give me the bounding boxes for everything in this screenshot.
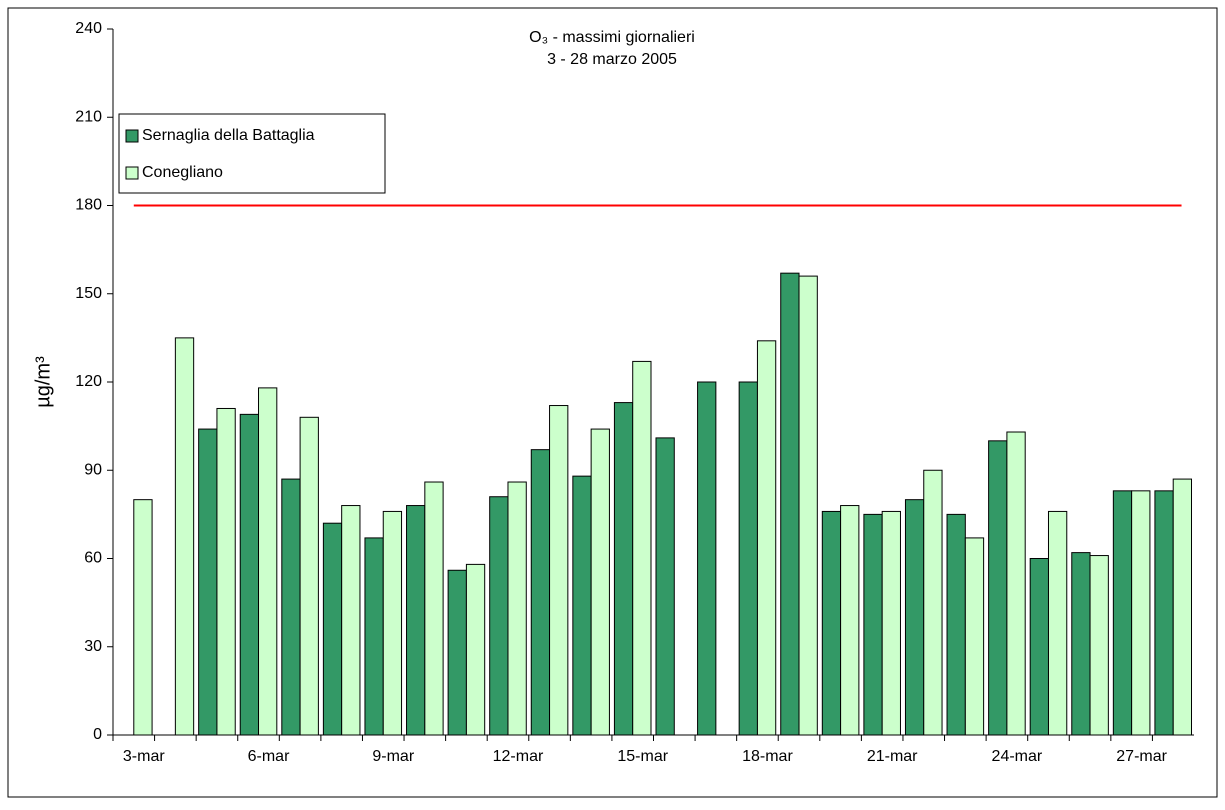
bar [1089, 555, 1109, 736]
bar [507, 481, 527, 736]
x-tick-label: 3-mar [123, 748, 165, 765]
bar [364, 537, 384, 736]
y-axis-label: µg/m³ [32, 356, 54, 408]
bar [863, 513, 883, 736]
bar [1006, 431, 1026, 736]
y-tick-label: 240 [75, 20, 102, 37]
legend-label: Sernaglia della Battaglia [142, 127, 315, 144]
bar [1029, 558, 1049, 736]
bar [1131, 490, 1151, 736]
bar [341, 505, 361, 736]
bar [299, 416, 319, 736]
y-tick-label: 0 [93, 726, 102, 743]
bar [216, 407, 236, 736]
bar [322, 522, 343, 736]
bar [549, 405, 569, 736]
bar [447, 569, 467, 736]
bar [798, 275, 818, 736]
bar [988, 440, 1008, 736]
legend-box [118, 113, 386, 194]
bar [881, 510, 901, 736]
chart-title: O₃ - massimi giornalieri [529, 29, 695, 46]
legend: Sernaglia della Battaglia Conegliano [118, 113, 386, 194]
bar [697, 381, 717, 736]
bar [904, 499, 925, 736]
bar [258, 387, 278, 736]
bar [756, 340, 777, 736]
bar [780, 272, 800, 736]
bar [406, 505, 426, 736]
bar [1071, 552, 1091, 736]
bar [382, 510, 403, 736]
bar [632, 360, 652, 736]
x-tick-label: 18-mar [742, 748, 793, 765]
legend-swatch [125, 129, 139, 143]
bar [239, 413, 260, 736]
legend-label: Conegliano [142, 164, 223, 181]
bar [424, 481, 444, 736]
bar [738, 381, 758, 736]
bar [572, 475, 592, 736]
bar [655, 437, 675, 736]
x-tick-label: 27-mar [1116, 748, 1167, 765]
bar [489, 496, 509, 736]
bar [964, 537, 985, 736]
bar [530, 449, 551, 736]
bar [465, 563, 486, 736]
legend-swatch [125, 166, 139, 180]
bar [1172, 478, 1193, 736]
chart-subtitle: 3 - 28 marzo 2005 [547, 51, 677, 68]
bar [174, 337, 195, 736]
y-tick-label: 210 [75, 108, 102, 125]
bar [946, 513, 966, 736]
bar [840, 505, 860, 736]
bar [198, 428, 218, 736]
bar [821, 510, 842, 736]
x-tick-label: 6-mar [248, 748, 290, 765]
bar [1154, 490, 1174, 736]
bar [133, 499, 153, 736]
bar [281, 478, 301, 736]
x-tick-label: 21-mar [867, 748, 918, 765]
bar [1047, 510, 1068, 736]
bar [1112, 490, 1133, 736]
x-tick-label: 12-mar [493, 748, 544, 765]
bar [590, 428, 610, 736]
x-tick-label: 24-mar [992, 748, 1043, 765]
y-tick-label: 180 [75, 197, 102, 214]
y-tick-label: 60 [84, 550, 102, 567]
y-tick-label: 90 [84, 461, 102, 478]
y-tick-label: 150 [75, 285, 102, 302]
y-tick-label: 30 [84, 638, 102, 655]
x-tick-label: 9-mar [372, 748, 414, 765]
x-tick-label: 15-mar [617, 748, 668, 765]
y-tick-label: 120 [75, 373, 102, 390]
bar [923, 469, 943, 736]
bar [613, 402, 634, 736]
